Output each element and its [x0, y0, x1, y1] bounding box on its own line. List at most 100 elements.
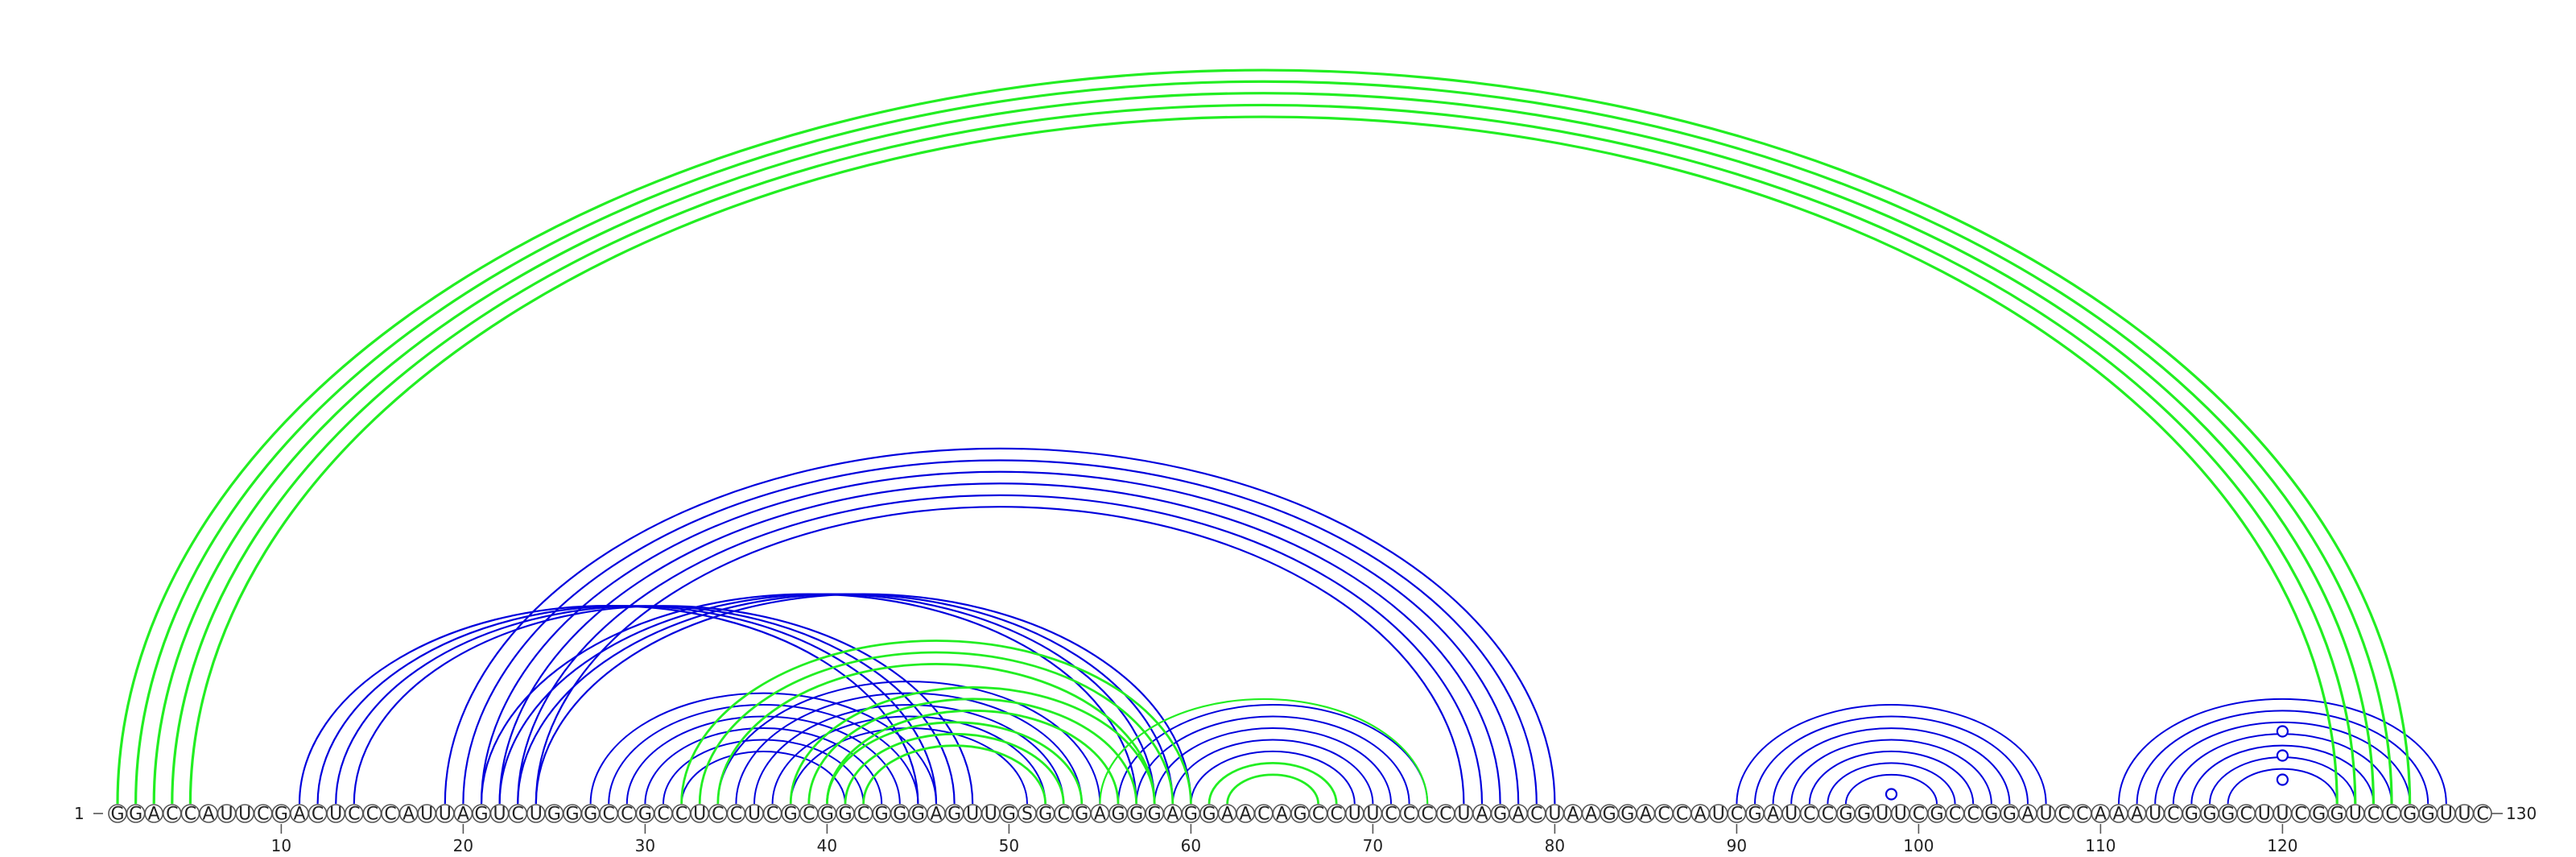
nucleotide: C [1909, 804, 1929, 825]
arc-marker [2276, 725, 2289, 738]
base-pair-arc-blue [663, 739, 865, 805]
nucleotide: C [1399, 804, 1419, 825]
base-pair-arc-blue [1772, 727, 2011, 805]
nucleotide: C [180, 804, 200, 825]
nucleotide: G [2200, 804, 2219, 825]
nucleotide-letter: G [1493, 805, 1507, 825]
nucleotide: C [1818, 804, 1838, 825]
nucleotide-letter: C [366, 805, 378, 825]
nucleotide: A [1581, 804, 1601, 825]
nucleotide: G [580, 804, 601, 825]
nucleotide: C [2291, 804, 2310, 825]
nucleotide: A [1272, 804, 1292, 825]
nucleotide: G [1490, 804, 1510, 825]
nucleotide-letter: U [693, 805, 706, 825]
nucleotide: A [1163, 804, 1183, 825]
nucleotide: C [508, 804, 528, 825]
base-pair-arc-blue [535, 506, 1465, 805]
tick-label: 60 [1181, 836, 1201, 855]
nucleotide: A [398, 804, 419, 825]
nucleotide: G [1854, 804, 1874, 825]
nucleotide: A [199, 804, 218, 825]
nucleotide-letter: C [184, 805, 196, 825]
nucleotide: A [2127, 804, 2147, 825]
base-pair-arc-blue [1808, 750, 1975, 805]
nucleotide-letter: A [202, 805, 214, 825]
base-pair-arc-green [152, 92, 2375, 805]
nucleotide: G [1072, 804, 1092, 825]
nucleotide-letter: A [1640, 805, 1652, 825]
nucleotide: U [1872, 804, 1892, 825]
nucleotide: U [690, 804, 710, 825]
nucleotide: C [253, 804, 273, 825]
nucleotide: U [435, 804, 455, 825]
base-pair-arc-green [116, 68, 2412, 805]
nucleotide: A [1763, 804, 1783, 825]
nucleotide: G [1199, 804, 1219, 825]
nucleotide: U [1545, 804, 1565, 825]
base-pair-arc-blue [316, 605, 938, 805]
nucleotide: C [2382, 804, 2401, 825]
base-pair-arc-blue [480, 470, 1520, 805]
base-pair-arc-green [171, 103, 2357, 805]
nucleotide: G [908, 804, 928, 825]
nucleotide: C [1327, 804, 1346, 825]
nucleotide-letter: G [474, 805, 488, 825]
nucleotide: G [2400, 804, 2420, 825]
nucleotide-letter: C [766, 805, 778, 825]
nucleotide-letter: A [930, 805, 942, 825]
nucleotide: C [1436, 804, 1455, 825]
nucleotide-letter: U [420, 805, 433, 825]
nucleotide: G [126, 804, 146, 825]
tick-label: 80 [1545, 836, 1565, 855]
nucleotide: G [781, 804, 801, 825]
base-pair-arc-blue [335, 605, 956, 805]
base-pair-arc-blue [625, 715, 901, 805]
base-pair-arc-green [807, 698, 1137, 805]
tick-label: 10 [271, 836, 291, 855]
nucleotide-letter: C [1530, 805, 1542, 825]
nucleotide-letter: G [1930, 805, 1943, 825]
nucleotide: U [963, 804, 982, 825]
nucleotide: G [1600, 804, 1619, 825]
base-pair-arc-blue [1190, 750, 1356, 805]
nucleotide-letter: C [1257, 805, 1269, 825]
nucleotide: G [872, 804, 891, 825]
nucleotide-letter: U [966, 805, 979, 825]
nucleotide-letter: G [911, 805, 925, 825]
nucleotide-letter: A [2112, 805, 2124, 825]
nucleotide-letter: U [1366, 805, 1379, 825]
base-pair-arc-blue [1154, 727, 1392, 805]
nucleotide-letter: U [1712, 805, 1725, 825]
nucleotide: G [2327, 804, 2347, 825]
nucleotide: C [2363, 804, 2384, 825]
nucleotide-letter: A [1767, 805, 1779, 825]
nucleotide-letter: G [2403, 805, 2417, 825]
nucleotide: A [1509, 804, 1528, 825]
nucleotide: G [2182, 804, 2202, 825]
nucleotide-letter: U [748, 805, 761, 825]
nucleotide-letter: C [166, 805, 178, 825]
nucleotide-letter: U [1785, 805, 1798, 825]
nucleotide: A [144, 804, 163, 825]
nucleotide: A [2091, 804, 2111, 825]
nucleotide-letter: U [1457, 805, 1470, 825]
nucleotide: C [1945, 804, 1965, 825]
nucleotide: A [290, 804, 309, 825]
nucleotide: C [654, 804, 673, 825]
nucleotide: U [745, 804, 764, 825]
base-pair-arc-blue [462, 459, 1538, 805]
nucleotide: C [1054, 804, 1073, 825]
base-pair-arc-green [1208, 761, 1338, 805]
tick-label: 120 [2267, 836, 2297, 855]
tick-label: 90 [1727, 836, 1747, 855]
tick-label: 100 [1903, 836, 1934, 855]
nucleotide: C [308, 804, 328, 825]
base-pair-arc-blue [644, 727, 883, 805]
nucleotide: G [563, 804, 582, 825]
arcs-layer [116, 68, 2447, 805]
nucleotide: C [2073, 804, 2092, 825]
nucleotide-letter: C [257, 805, 269, 825]
base-pair-arc-blue [1845, 773, 1938, 805]
